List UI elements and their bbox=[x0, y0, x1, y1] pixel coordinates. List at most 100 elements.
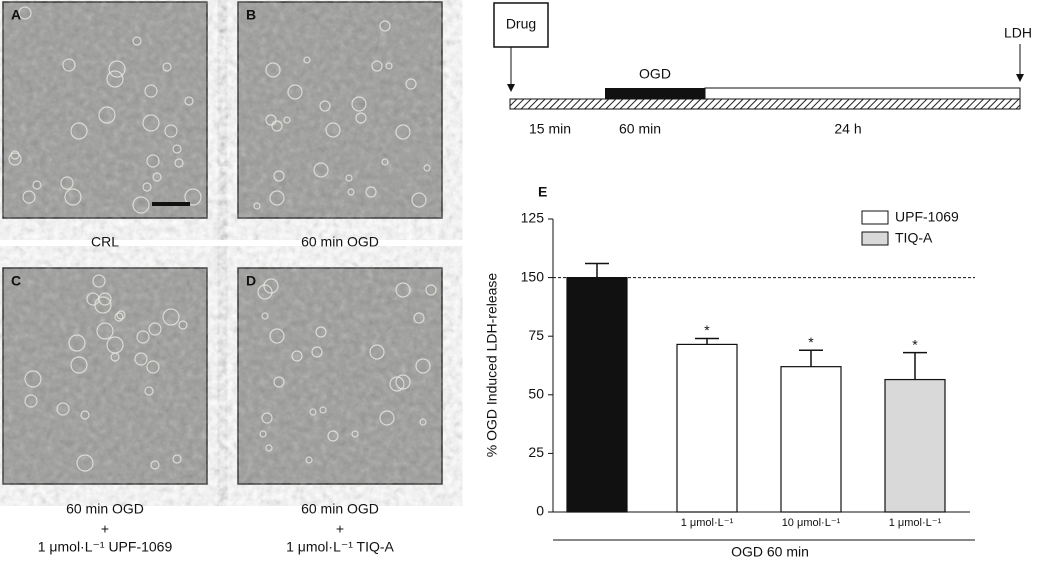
cell bbox=[146, 360, 160, 374]
duration: 15 min bbox=[529, 121, 571, 137]
cell bbox=[56, 402, 70, 416]
cell bbox=[184, 188, 202, 206]
cell bbox=[305, 456, 313, 464]
panel-letter: B bbox=[246, 7, 256, 23]
cell bbox=[319, 406, 327, 414]
cell bbox=[313, 162, 329, 178]
cell bbox=[265, 62, 281, 78]
cell bbox=[146, 154, 160, 168]
cell bbox=[162, 62, 172, 72]
cell bbox=[136, 330, 150, 344]
cell bbox=[64, 188, 82, 206]
cell bbox=[142, 182, 152, 192]
y-tick-label: 50 bbox=[528, 386, 544, 402]
cell bbox=[385, 62, 393, 70]
cell bbox=[365, 186, 377, 198]
cell bbox=[172, 144, 182, 154]
legend-swatch bbox=[861, 231, 889, 246]
y-tick-label: 150 bbox=[521, 268, 545, 284]
bar bbox=[884, 378, 946, 513]
cell bbox=[184, 96, 194, 106]
cell bbox=[261, 312, 269, 320]
cell bbox=[32, 180, 42, 190]
cell bbox=[291, 350, 303, 362]
legend-label: TIQ-A bbox=[895, 230, 933, 246]
ogd-label: OGD bbox=[639, 66, 671, 82]
cell bbox=[116, 310, 126, 320]
cell bbox=[259, 430, 267, 438]
texture bbox=[3, 2, 207, 218]
cell bbox=[319, 100, 331, 112]
cell bbox=[162, 308, 180, 326]
ldh-label: LDH bbox=[1004, 25, 1032, 41]
cell bbox=[379, 20, 391, 32]
cell bbox=[144, 386, 154, 396]
cell bbox=[265, 444, 273, 452]
caption: + bbox=[336, 521, 344, 537]
bar bbox=[566, 277, 628, 513]
caption: 60 min OGD bbox=[66, 501, 144, 517]
cell bbox=[327, 430, 339, 442]
significance: * bbox=[704, 322, 710, 338]
cell bbox=[92, 274, 106, 288]
cell bbox=[425, 284, 437, 296]
cell bbox=[345, 174, 353, 182]
cell bbox=[164, 124, 178, 138]
cell bbox=[174, 158, 184, 168]
cell bbox=[148, 322, 162, 336]
cell bbox=[114, 312, 124, 322]
cell bbox=[18, 6, 32, 20]
cell bbox=[381, 158, 389, 166]
cell bbox=[106, 70, 124, 88]
cell bbox=[132, 36, 142, 46]
cell bbox=[24, 370, 42, 388]
cell bbox=[347, 188, 355, 196]
cell bbox=[405, 78, 417, 90]
cell bbox=[257, 284, 273, 300]
cell bbox=[70, 122, 88, 140]
cell bbox=[351, 96, 367, 112]
panel-letter: A bbox=[11, 7, 21, 23]
cell bbox=[261, 412, 273, 424]
x-tick-label: 10 μmol·L⁻¹ bbox=[782, 517, 841, 529]
cell bbox=[395, 124, 411, 140]
texture bbox=[238, 268, 442, 484]
cell bbox=[273, 376, 285, 388]
x-axis-label: OGD 60 min bbox=[731, 544, 809, 560]
scale-bar bbox=[152, 202, 190, 206]
cell bbox=[315, 326, 327, 338]
panel-letter: C bbox=[11, 273, 21, 289]
drug-label: Drug bbox=[506, 16, 536, 32]
y-tick-label: 0 bbox=[536, 503, 544, 519]
caption: CRL bbox=[91, 234, 119, 250]
cell bbox=[273, 170, 285, 182]
cell bbox=[142, 114, 160, 132]
cell bbox=[325, 122, 341, 138]
texture bbox=[3, 268, 207, 484]
cell bbox=[24, 394, 38, 408]
cell bbox=[22, 190, 36, 204]
x-tick-label: 1 μmol·L⁻¹ bbox=[889, 517, 942, 529]
cell bbox=[287, 84, 303, 100]
cell bbox=[150, 460, 160, 470]
cell bbox=[263, 278, 279, 294]
significance: * bbox=[912, 336, 918, 352]
timeline: Drug LDH OGD 15 min 60 min 24 h bbox=[493, 2, 1032, 137]
cell bbox=[106, 336, 124, 354]
caption: + bbox=[101, 521, 109, 537]
cell bbox=[98, 106, 116, 124]
cell bbox=[108, 60, 126, 78]
cell bbox=[253, 202, 261, 210]
bar bbox=[676, 343, 738, 513]
y-tick-label: 25 bbox=[528, 444, 544, 460]
cell bbox=[60, 176, 74, 190]
cell bbox=[144, 84, 158, 98]
cell bbox=[68, 334, 86, 352]
cell bbox=[413, 312, 425, 324]
significance: * bbox=[808, 334, 814, 350]
cell bbox=[395, 374, 411, 390]
y-tick-label: 125 bbox=[521, 210, 545, 226]
cell bbox=[369, 344, 385, 360]
cell bbox=[311, 346, 323, 358]
